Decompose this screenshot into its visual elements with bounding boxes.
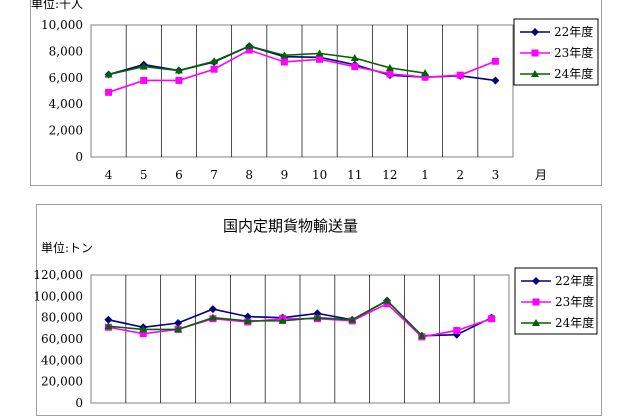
x-tick-label: 12	[382, 168, 397, 182]
data-point	[245, 46, 253, 54]
y-tick-label: 60,000	[41, 332, 83, 346]
legend-marker	[531, 28, 539, 36]
data-point	[174, 319, 183, 327]
series-line-24年度	[108, 45, 426, 76]
data-point	[453, 326, 461, 334]
x-tick-label: 10	[312, 168, 327, 182]
data-point	[386, 70, 394, 78]
x-tick-label: 11	[347, 168, 362, 182]
data-point	[245, 42, 254, 50]
data-point	[280, 51, 289, 59]
data-point	[316, 55, 324, 63]
data-point	[456, 71, 464, 79]
x-tick-label: 5	[140, 168, 148, 182]
x-tick-label: 1	[421, 168, 429, 182]
legend-marker	[532, 277, 540, 285]
data-point	[104, 70, 113, 78]
y-tick-label: 2,000	[49, 124, 83, 138]
cargo-chart: 020,00040,00060,00080,000100,000120,0004…	[33, 267, 598, 416]
y-tick-label: 0	[75, 396, 83, 410]
data-point	[208, 313, 217, 321]
chart-title: 国内定期貨物輸送量	[223, 217, 359, 235]
data-point	[313, 313, 322, 321]
y-tick-label: 80,000	[41, 311, 83, 325]
legend-label: 23年度	[555, 294, 594, 309]
legend-label: 24年度	[555, 315, 594, 330]
y-tick-label: 0	[75, 150, 83, 164]
y-tick-label: 10,000	[41, 18, 83, 32]
data-point	[139, 62, 148, 70]
data-point	[491, 76, 500, 85]
data-point	[350, 54, 359, 61]
series-line-23年度	[108, 49, 496, 94]
data-point	[383, 296, 392, 304]
y-tick-label: 4,000	[49, 97, 83, 111]
data-point	[105, 88, 113, 96]
data-point	[243, 316, 252, 324]
data-point	[210, 65, 218, 73]
x-tick-label: 9	[281, 168, 289, 182]
data-point	[348, 315, 357, 323]
x-tick-label: 2	[456, 168, 464, 182]
data-point	[243, 312, 252, 321]
x-tick-label: 3	[492, 168, 500, 182]
legend-label: 23年度	[554, 45, 593, 60]
legend-marker	[531, 49, 539, 57]
legend-label: 24年度	[554, 66, 593, 81]
data-point	[488, 315, 496, 323]
data-point	[140, 76, 148, 84]
x-unit-label: 月	[535, 168, 547, 182]
data-point	[351, 63, 359, 71]
data-point	[174, 325, 183, 333]
legend-label: 22年度	[554, 24, 593, 39]
data-point	[139, 325, 148, 333]
chart-panel-cargo: 国内定期貨物輸送量 単位:トン 0 20,000 40,000 60,000 80,00…	[33, 204, 602, 416]
data-point	[139, 330, 147, 338]
legend-marker	[531, 70, 539, 77]
data-point	[208, 305, 217, 314]
data-point	[210, 57, 219, 65]
data-point	[104, 322, 113, 330]
data-point	[491, 57, 499, 65]
data-point	[174, 66, 183, 74]
y-tick-label: 6,000	[49, 71, 83, 85]
data-point	[383, 300, 391, 308]
x-tick-label: 7	[210, 168, 218, 182]
x-tick-label: 4	[105, 168, 113, 182]
unit-label: 単位:トン	[41, 241, 94, 255]
series-line-24年度	[108, 299, 423, 337]
data-point	[421, 69, 430, 77]
y-tick-label: 120,000	[33, 268, 83, 282]
legend-marker	[532, 319, 540, 326]
y-tick-label: 40,000	[41, 353, 83, 367]
x-tick-label: 6	[175, 168, 183, 182]
unit-label: 単位:千人	[31, 0, 84, 11]
y-tick-label: 100,000	[33, 289, 83, 303]
data-point	[315, 49, 324, 57]
data-point	[104, 315, 113, 324]
data-point	[175, 76, 183, 84]
data-point	[278, 316, 287, 324]
chart-panel-passengers: 単位:千人 0 2,000 4,000 6,000 8,000 10,000 4 5 6 7 8 9 1…	[30, 0, 602, 186]
x-tick-label: 8	[245, 168, 253, 182]
y-tick-label: 8,000	[49, 44, 83, 58]
legend-marker	[532, 298, 540, 306]
data-point	[280, 58, 288, 66]
data-point	[421, 73, 429, 81]
data-point	[417, 331, 426, 339]
data-point	[385, 63, 394, 71]
legend-label: 22年度	[555, 273, 594, 288]
y-tick-label: 20,000	[41, 375, 83, 389]
